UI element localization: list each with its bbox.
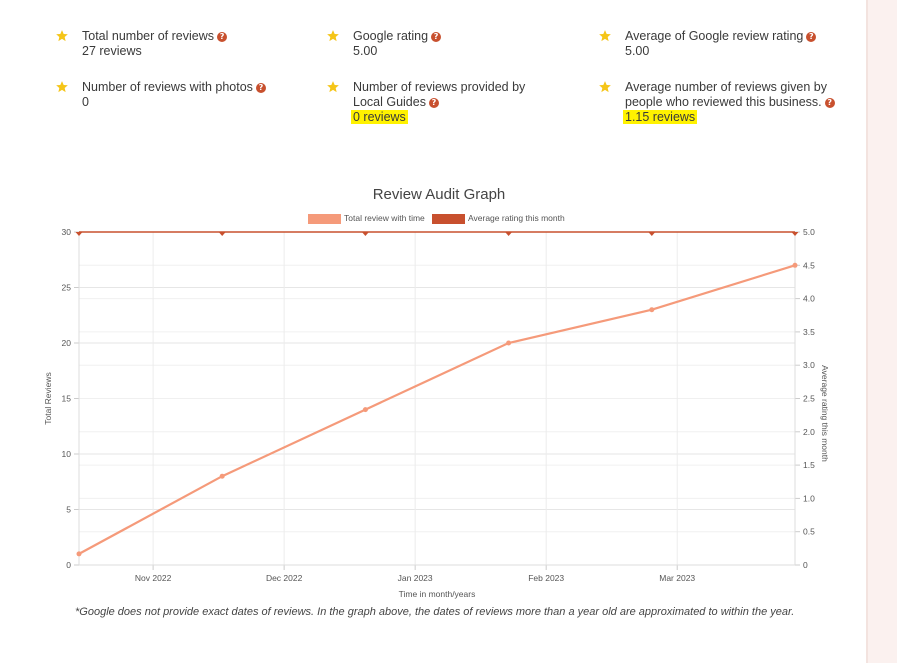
x-axis-title: Time in month/years bbox=[399, 589, 476, 599]
y2-tick-label: 3.5 bbox=[803, 327, 815, 337]
star-icon bbox=[599, 81, 611, 93]
stat-label: Number of reviews with photos bbox=[82, 80, 253, 94]
y-tick-label: 15 bbox=[62, 394, 72, 404]
x-tick-label: Mar 2023 bbox=[659, 573, 695, 583]
y2-axis-title: Average rating this month bbox=[820, 365, 830, 462]
data-point-total-reviews bbox=[649, 307, 655, 313]
x-tick-label: Feb 2023 bbox=[528, 573, 564, 583]
data-point-total-reviews bbox=[792, 262, 798, 268]
stat-label: Average number of reviews given by peopl… bbox=[625, 80, 827, 109]
legend-item-total-reviews[interactable]: Total review with time bbox=[308, 213, 425, 224]
footnote: *Google does not provide exact dates of … bbox=[75, 606, 795, 618]
star-icon bbox=[327, 30, 339, 42]
data-point-total-reviews bbox=[362, 407, 368, 413]
y-tick-label: 20 bbox=[62, 338, 72, 348]
stat-total-reviews: Total number of reviews? 27 reviews bbox=[55, 29, 295, 61]
data-point-average-rating bbox=[218, 232, 226, 236]
stat-label: Google rating bbox=[353, 29, 429, 43]
legend-label: Average rating this month bbox=[468, 213, 565, 223]
data-point-total-reviews bbox=[219, 473, 225, 479]
y-tick-label: 30 bbox=[62, 227, 72, 237]
legend-item-average-rating[interactable]: Average rating this month bbox=[432, 213, 565, 224]
stat-label: Total number of reviews bbox=[82, 29, 215, 43]
y-tick-label: 10 bbox=[62, 449, 72, 459]
y2-tick-label: 0.5 bbox=[803, 527, 815, 537]
stat-google-rating: Google rating? 5.00 bbox=[326, 29, 566, 61]
y2-tick-label: 1.5 bbox=[803, 460, 815, 470]
data-point-total-reviews bbox=[506, 340, 512, 346]
series-line-total-reviews bbox=[78, 264, 796, 555]
page-edge bbox=[866, 0, 868, 663]
stat-value: 5.00 bbox=[353, 44, 378, 58]
y-axis-title: Total Reviews bbox=[43, 372, 53, 424]
stat-value: 0 bbox=[82, 95, 89, 109]
stat-local-guides-reviews: Number of reviews provided by Local Guid… bbox=[326, 80, 566, 126]
y-tick-label: 0 bbox=[66, 560, 71, 570]
stat-average-reviews-by-reviewers: Average number of reviews given by peopl… bbox=[598, 80, 838, 126]
data-point-average-rating bbox=[505, 232, 513, 236]
star-icon bbox=[56, 81, 68, 93]
data-point-average-rating bbox=[361, 232, 369, 236]
y2-tick-label: 5.0 bbox=[803, 227, 815, 237]
help-icon[interactable]: ? bbox=[217, 32, 228, 42]
star-icon bbox=[599, 30, 611, 42]
star-icon bbox=[56, 30, 68, 42]
y2-tick-label: 3.0 bbox=[803, 360, 815, 370]
legend-swatch bbox=[432, 213, 465, 224]
stat-label: Average of Google review rating bbox=[625, 29, 804, 43]
stat-average-google-rating: Average of Google review rating? 5.00 bbox=[598, 29, 838, 61]
stat-value: 27 reviews bbox=[82, 44, 142, 58]
chart-title: Review Audit Graph bbox=[372, 186, 506, 203]
data-point-average-rating bbox=[648, 232, 656, 236]
stat-value: 5.00 bbox=[625, 44, 650, 58]
stat-value: 0 reviews bbox=[351, 110, 408, 124]
y2-tick-label: 4.5 bbox=[803, 260, 815, 270]
page-background bbox=[868, 0, 897, 663]
data-point-total-reviews bbox=[76, 551, 82, 557]
y2-tick-label: 4.0 bbox=[803, 294, 815, 304]
star-icon bbox=[327, 81, 339, 93]
y2-tick-label: 2.0 bbox=[803, 427, 815, 437]
legend-label: Total review with time bbox=[344, 213, 425, 223]
help-icon[interactable]: ? bbox=[255, 83, 266, 93]
data-point-average-rating bbox=[791, 232, 799, 236]
y-tick-label: 5 bbox=[66, 505, 71, 515]
data-point-average-rating bbox=[75, 232, 83, 236]
help-icon[interactable]: ? bbox=[824, 98, 835, 108]
help-icon[interactable]: ? bbox=[428, 98, 439, 108]
y2-tick-label: 0 bbox=[803, 560, 808, 570]
stat-reviews-with-photos: Number of reviews with photos? 0 bbox=[55, 80, 295, 112]
stat-value: 1.15 reviews bbox=[623, 110, 698, 124]
y2-tick-label: 2.5 bbox=[803, 394, 815, 404]
x-tick-label: Nov 2022 bbox=[135, 573, 172, 583]
x-tick-label: Dec 2022 bbox=[266, 573, 303, 583]
y2-tick-label: 1.0 bbox=[803, 493, 815, 503]
legend-swatch bbox=[308, 213, 341, 224]
y-tick-label: 25 bbox=[62, 283, 72, 293]
help-icon[interactable]: ? bbox=[806, 32, 817, 42]
help-icon[interactable]: ? bbox=[431, 32, 442, 42]
stat-label: Number of reviews provided by Local Guid… bbox=[353, 80, 526, 109]
x-tick-label: Jan 2023 bbox=[398, 573, 433, 583]
